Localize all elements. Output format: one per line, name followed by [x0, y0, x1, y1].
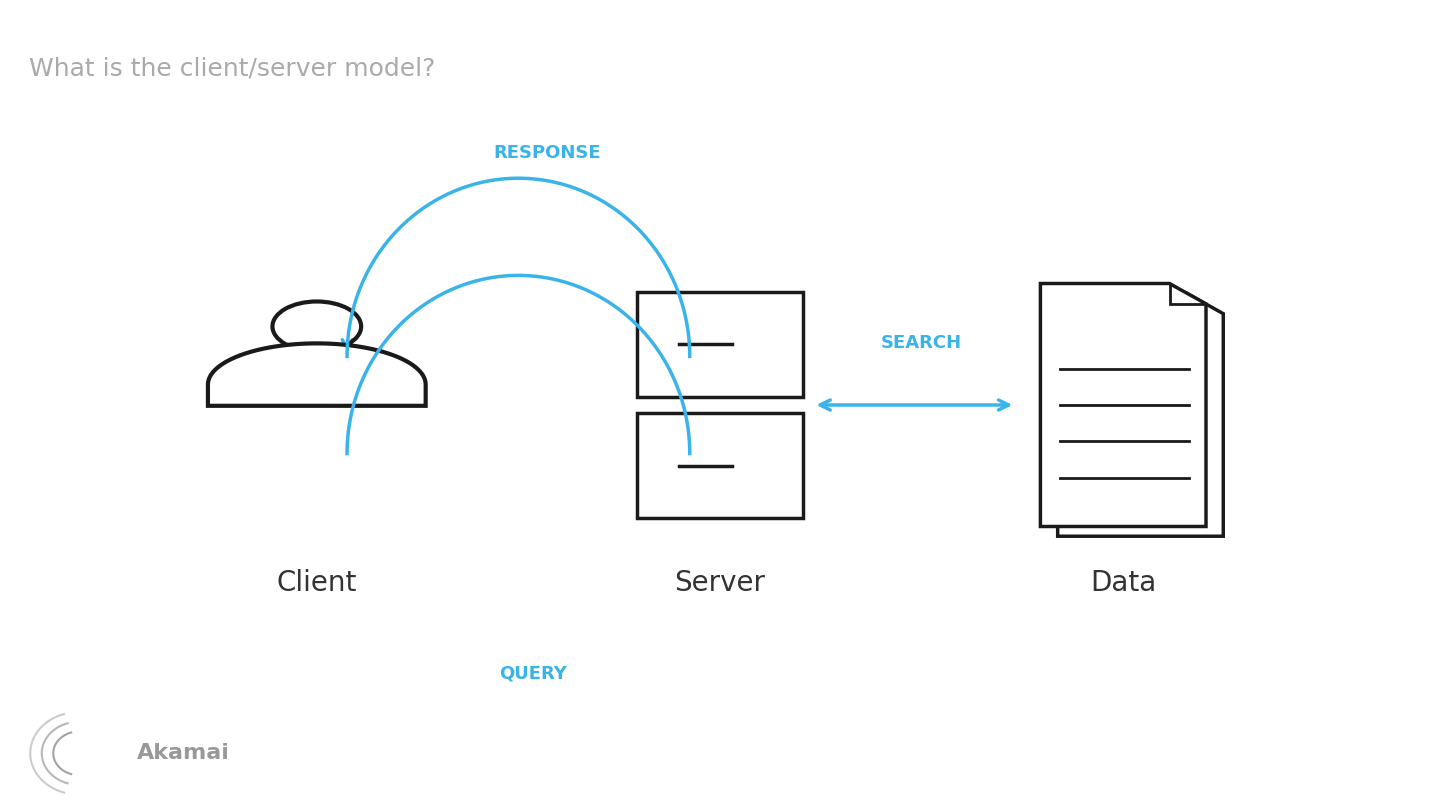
Text: Client: Client: [276, 569, 357, 597]
PathPatch shape: [1057, 293, 1224, 536]
Text: What is the client/server model?: What is the client/server model?: [29, 57, 435, 81]
PathPatch shape: [1169, 284, 1207, 304]
Text: QUERY: QUERY: [498, 664, 567, 682]
PathPatch shape: [207, 343, 426, 406]
Text: Akamai: Akamai: [137, 744, 229, 763]
PathPatch shape: [1041, 284, 1207, 526]
Text: Server: Server: [674, 569, 766, 597]
Text: SEARCH: SEARCH: [881, 335, 962, 352]
FancyBboxPatch shape: [638, 292, 804, 397]
Text: Data: Data: [1090, 569, 1156, 597]
FancyBboxPatch shape: [638, 413, 804, 518]
Text: RESPONSE: RESPONSE: [494, 144, 600, 162]
